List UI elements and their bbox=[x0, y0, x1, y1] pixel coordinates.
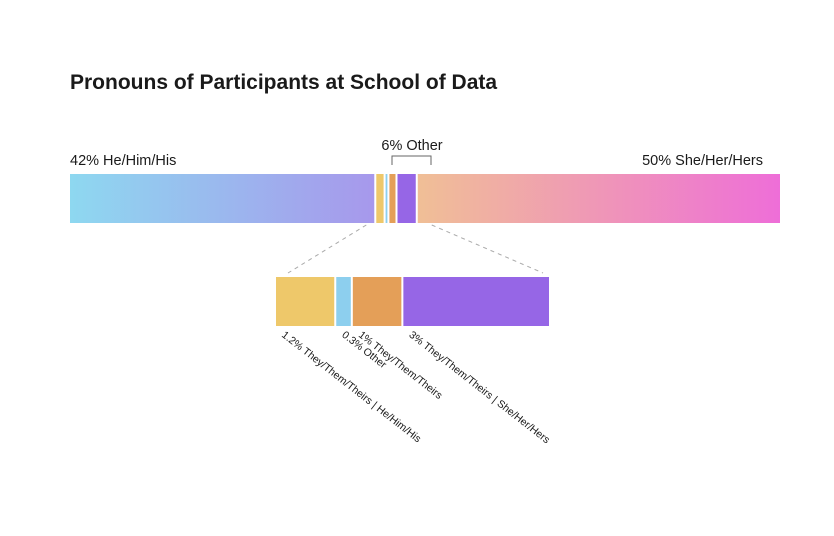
detail-segment-3 bbox=[403, 277, 549, 326]
bar-segment-other-group bbox=[376, 174, 416, 223]
mini-segment-0 bbox=[376, 174, 384, 223]
zoom-line-right bbox=[431, 224, 544, 274]
detail-label-2: 1% They/Them/Theirs bbox=[356, 329, 445, 402]
detail-segment-1 bbox=[336, 277, 351, 326]
mini-segment-2 bbox=[389, 174, 396, 223]
mini-segment-1 bbox=[385, 174, 388, 223]
detail-bar bbox=[276, 277, 549, 326]
other-bracket bbox=[391, 155, 432, 165]
chart-title: Pronouns of Participants at School of Da… bbox=[70, 71, 497, 94]
detail-segment-0 bbox=[276, 277, 335, 326]
zoom-line-left bbox=[287, 224, 367, 274]
label-other-group: 6% Other bbox=[381, 138, 442, 154]
label-she-her-hers: 50% She/Her/Hers bbox=[642, 153, 763, 169]
bar-segment-she-her-hers bbox=[417, 174, 780, 223]
mini-segment-3 bbox=[397, 174, 416, 223]
label-he-him-his: 42% He/Him/His bbox=[70, 153, 176, 169]
detail-segment-2 bbox=[352, 277, 402, 326]
main-bar bbox=[70, 174, 780, 223]
bar-segment-he-him-his bbox=[70, 174, 375, 223]
